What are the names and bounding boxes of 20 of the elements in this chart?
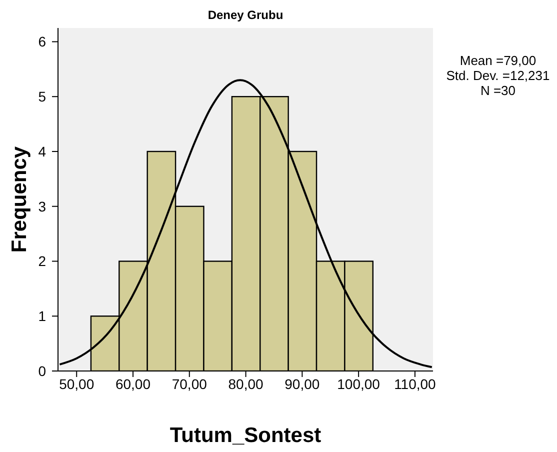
text: Std. Dev. =12,231 (445, 68, 551, 83)
text: Mean =79,00 (458, 53, 538, 68)
x-tick-label: 70,00 (172, 376, 208, 392)
y-tick-label: 2 (38, 253, 46, 270)
y-tick-label: 6 (38, 34, 46, 50)
y-tick-label: 1 (38, 308, 46, 324)
x-axis-title: Tutum_Sontest (170, 424, 322, 447)
y-tick-label: 0 (38, 363, 46, 379)
x-tick-label: 100,00 (337, 376, 380, 392)
text: N =30 (479, 83, 517, 98)
y-axis-title: Frequency (8, 146, 31, 253)
y-tick-label: 3 (38, 198, 46, 214)
x-tick-label: 60,00 (115, 376, 151, 392)
x-tick-label: 50,00 (59, 376, 94, 392)
x-tick-label: 110,00 (394, 376, 436, 392)
x-tick-label: 80,00 (228, 376, 264, 392)
y-tick-label: 4 (38, 143, 46, 160)
y-tick-label: 5 (38, 88, 46, 105)
x-tick-label: 90,00 (284, 376, 320, 392)
chart-title: Deney Grubu (206, 8, 284, 22)
